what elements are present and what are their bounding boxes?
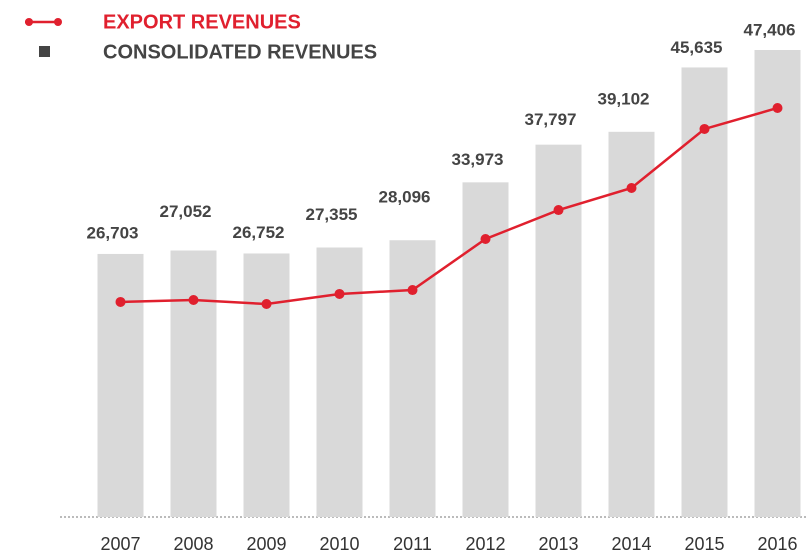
x-tick-label: 2016 — [757, 534, 797, 552]
value-label: 27,052 — [160, 202, 212, 221]
x-tick-label: 2013 — [538, 534, 578, 552]
line-point — [480, 234, 491, 245]
x-tick-label: 2012 — [465, 534, 505, 552]
x-tick-label: 2008 — [173, 534, 213, 552]
line-point — [407, 285, 418, 296]
bar — [316, 247, 363, 518]
value-label: 33,973 — [452, 150, 504, 169]
legend-line-icon — [25, 18, 33, 26]
bar — [681, 67, 728, 517]
line-point — [188, 294, 199, 305]
x-tick-label: 2007 — [100, 534, 140, 552]
bar — [535, 144, 582, 517]
bar — [243, 253, 290, 517]
line-point — [772, 102, 783, 113]
x-tick-label: 2010 — [319, 534, 359, 552]
value-label: 47,406 — [744, 20, 796, 39]
bar — [97, 253, 144, 517]
line-point — [699, 123, 710, 134]
value-label: 26,752 — [233, 223, 285, 242]
bar — [754, 50, 801, 517]
value-label: 39,102 — [598, 89, 650, 108]
bar — [170, 250, 217, 517]
line-point — [626, 182, 637, 193]
line — [120, 106, 778, 306]
x-tick-label: 2009 — [246, 534, 286, 552]
line-point — [261, 299, 272, 310]
x-tick-label: 2015 — [684, 534, 724, 552]
value-label: 37,797 — [525, 110, 577, 129]
value-label: 45,635 — [671, 38, 723, 57]
legend-line-icon — [54, 18, 62, 26]
line-point — [115, 296, 126, 307]
bar — [608, 131, 655, 517]
x-tick-label: 2011 — [393, 534, 432, 552]
line-point — [553, 205, 564, 216]
bar — [389, 240, 436, 517]
legend-bar-icon — [39, 46, 50, 57]
value-label: 28,096 — [379, 188, 431, 207]
legend-label: CONSOLIDATED REVENUES — [103, 41, 377, 63]
value-label: 27,355 — [306, 205, 358, 224]
legend-label: EXPORT REVENUES — [103, 11, 301, 33]
line-point — [334, 288, 345, 299]
value-label: 26,703 — [87, 223, 139, 242]
x-tick-label: 2014 — [611, 534, 651, 552]
